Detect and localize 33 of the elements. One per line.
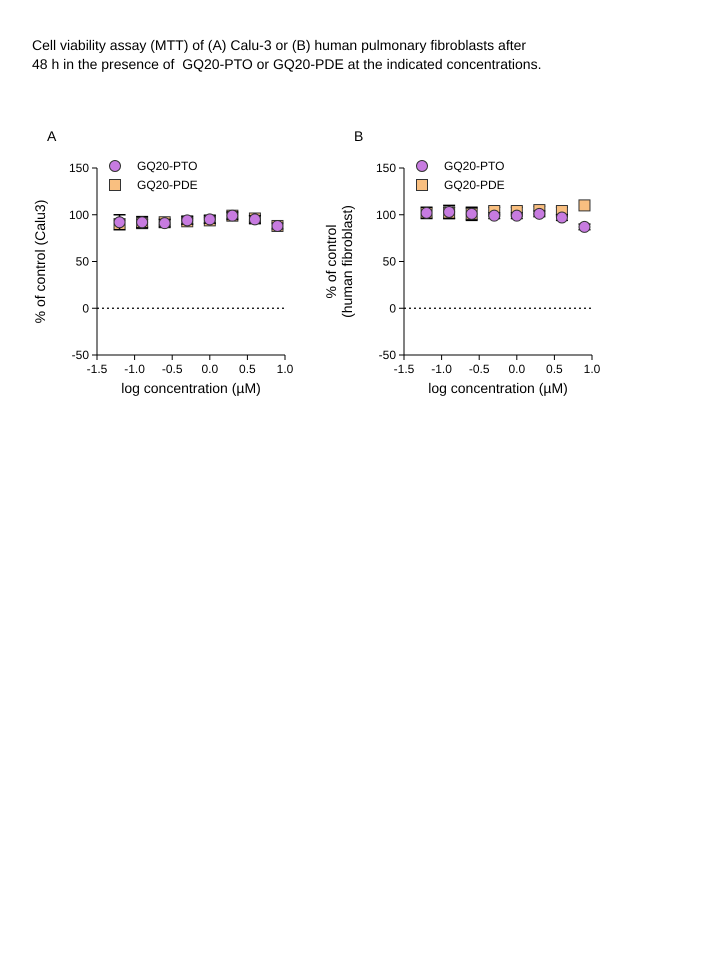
y-axis-title: % of control (Calu3) bbox=[32, 200, 48, 324]
legend-label: GQ20-PTO bbox=[444, 159, 504, 174]
x-tick-label: -1.5 bbox=[394, 362, 415, 376]
x-axis-title: log concentration (µM) bbox=[121, 380, 261, 396]
legend-label: GQ20-PDE bbox=[137, 178, 198, 192]
legend-label: GQ20-PDE bbox=[444, 178, 505, 192]
x-tick-label: 1.0 bbox=[584, 362, 601, 376]
x-tick-label: 1.0 bbox=[276, 362, 294, 376]
x-tick-label: -1.5 bbox=[86, 362, 108, 376]
y-tick-label: 50 bbox=[382, 254, 396, 269]
chart-title: B bbox=[354, 128, 364, 144]
x-tick-label: -0.5 bbox=[162, 362, 183, 376]
y-tick-label: -50 bbox=[72, 348, 90, 362]
y-tick-label: 150 bbox=[376, 161, 396, 176]
x-tick-label: -0.5 bbox=[468, 362, 490, 376]
x-tick-label: -1.0 bbox=[124, 362, 146, 376]
x-tick-label: 0.5 bbox=[239, 362, 256, 376]
x-tick-label: 0.0 bbox=[201, 362, 218, 376]
x-axis-title: log concentration (µM) bbox=[428, 380, 568, 396]
text: Cell viability assay (MTT) of (A) Calu-3 or (B) human pulmonary fibroblasts after 48 h in the presence of GQ20-PTO or GQ20-PDE at the indicated concentrations. bbox=[32, 37, 542, 72]
chart-title: A bbox=[47, 128, 57, 144]
x-tick-label: -1.0 bbox=[431, 362, 452, 376]
x-tick-label: 0.0 bbox=[508, 362, 526, 376]
y-tick-label: 100 bbox=[68, 208, 90, 222]
y-axis-title: % of control (human fibroblast) bbox=[323, 205, 355, 318]
y-tick-label: 0 bbox=[389, 301, 396, 316]
legend-label: GQ20-PTO bbox=[137, 159, 198, 174]
y-tick-label: 0 bbox=[82, 301, 90, 316]
y-tick-label: -50 bbox=[378, 348, 396, 362]
y-tick-label: 150 bbox=[68, 161, 90, 176]
y-tick-label: 100 bbox=[376, 208, 396, 222]
y-tick-label: 50 bbox=[76, 254, 90, 269]
x-tick-label: 0.5 bbox=[546, 362, 564, 376]
